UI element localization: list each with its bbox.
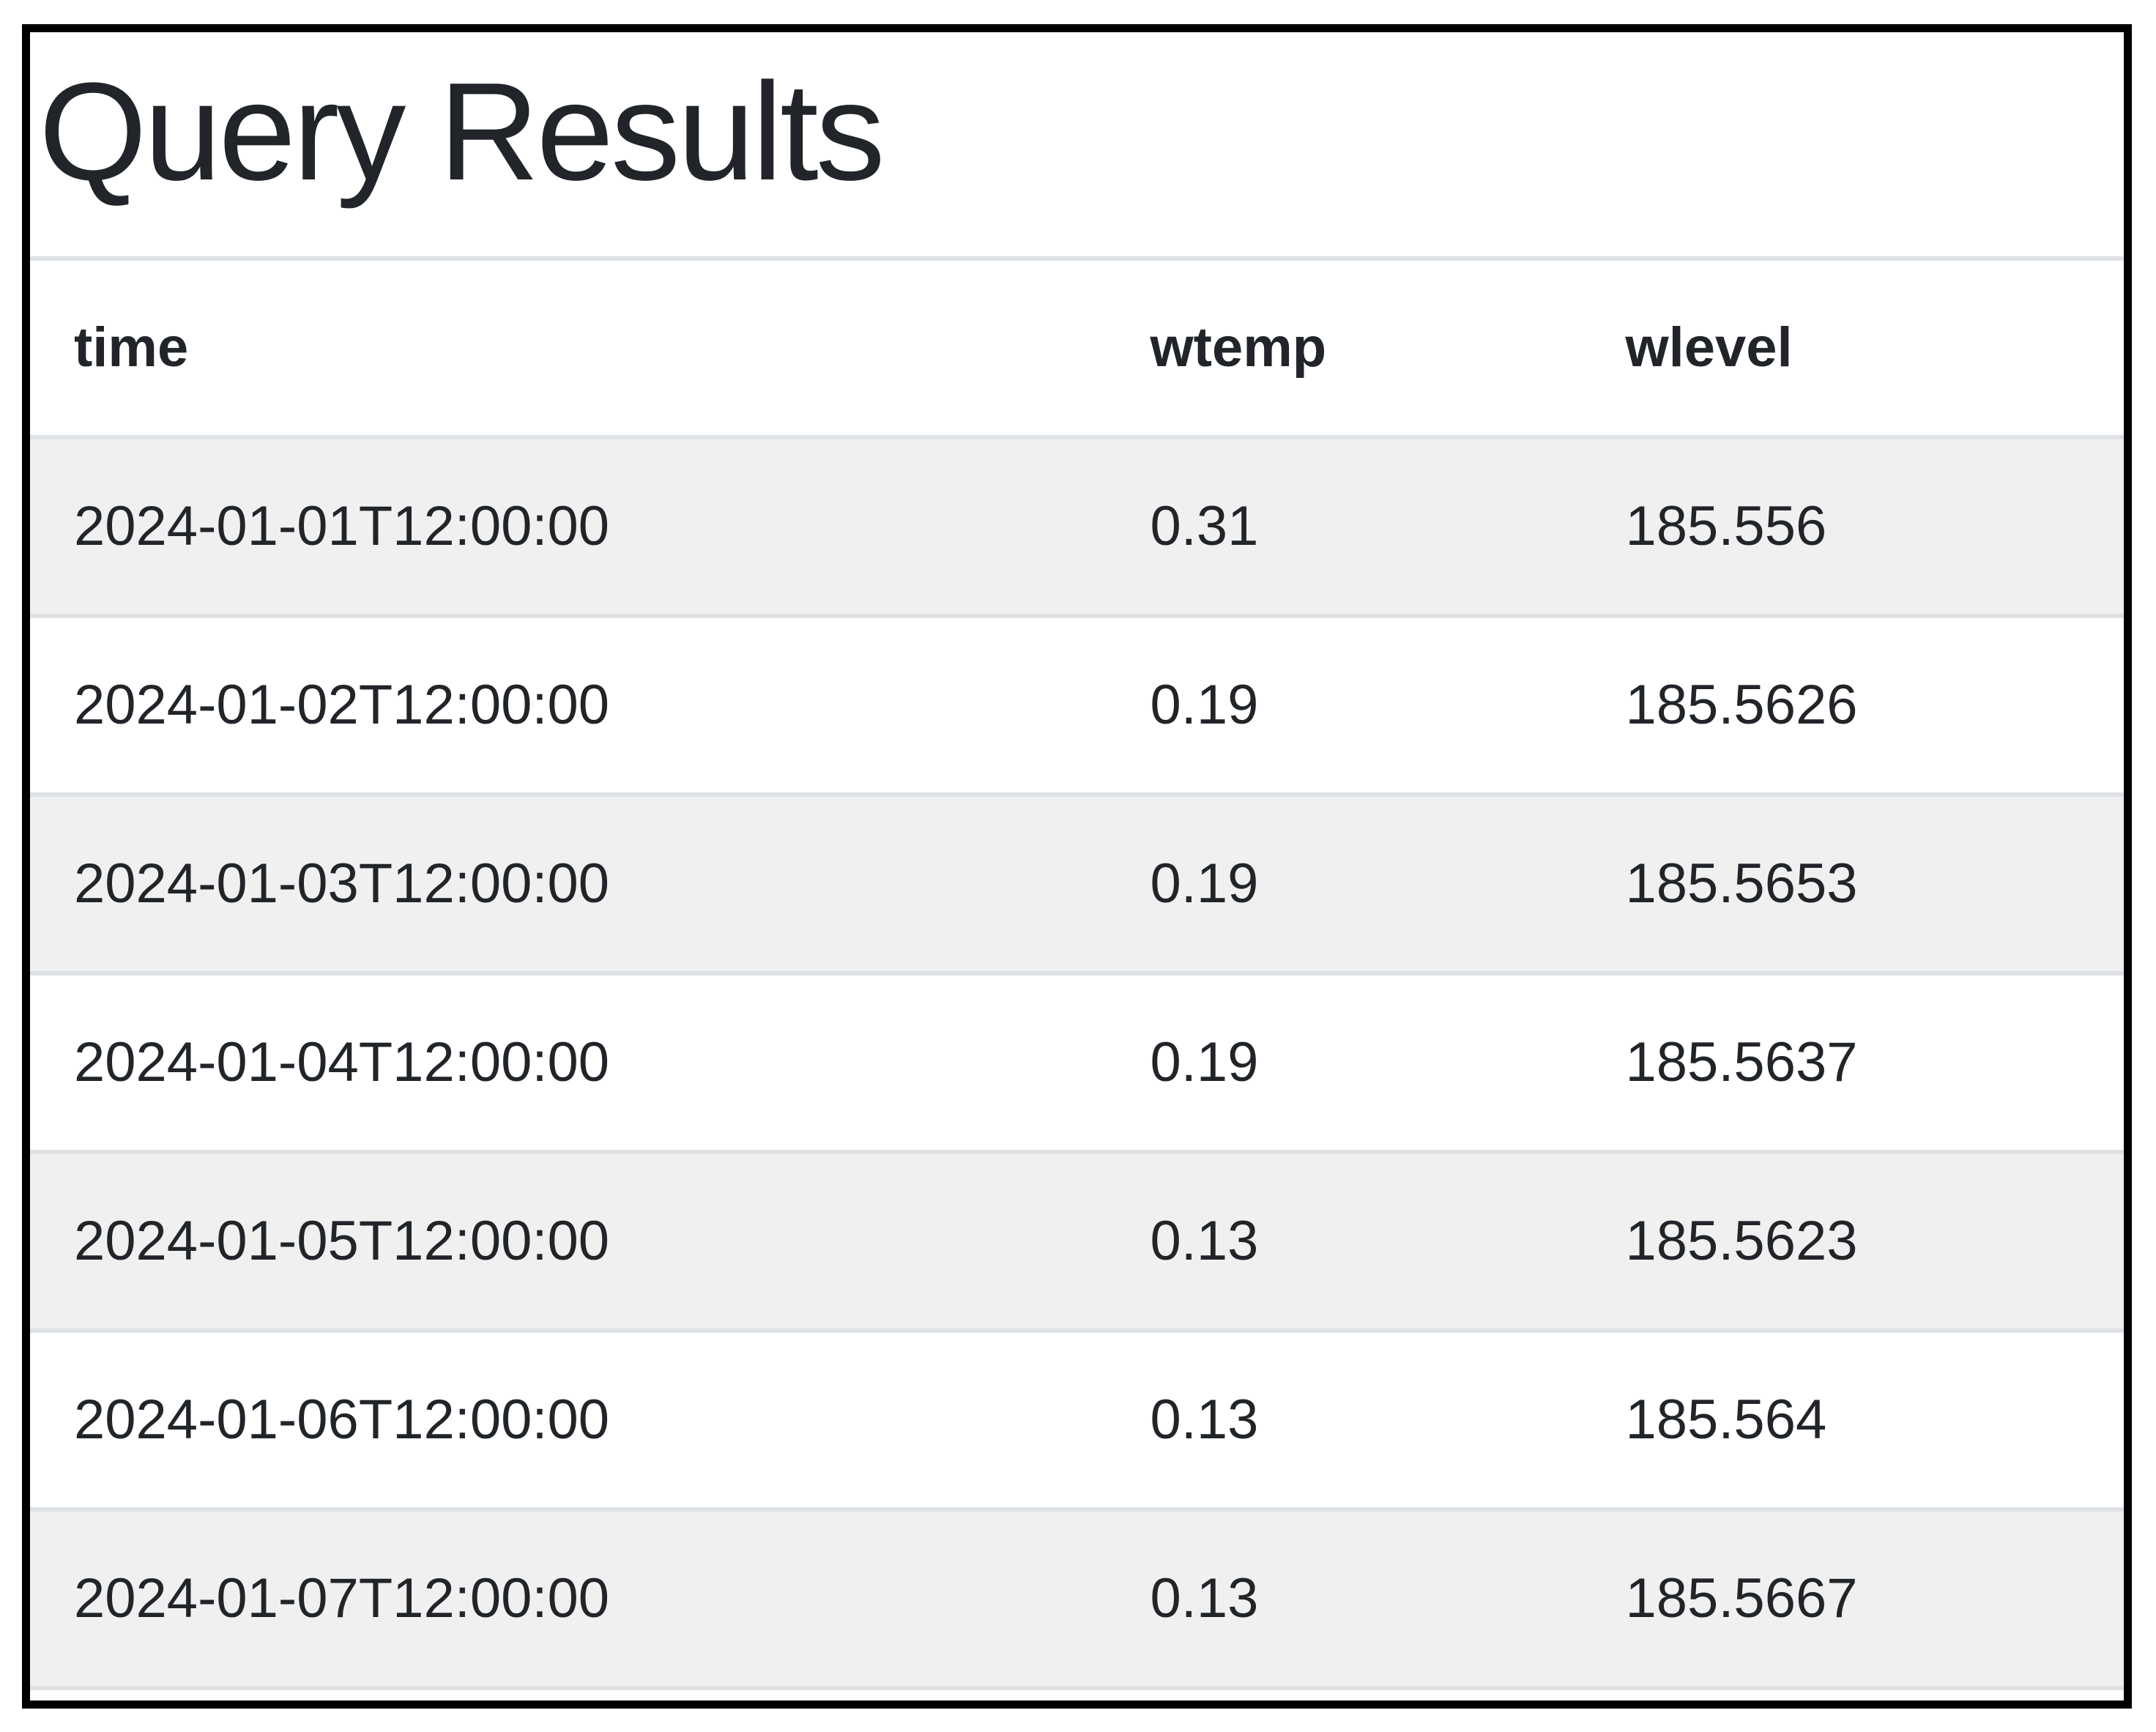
cell-time: 2024-01-04T12:00:00 <box>30 973 1107 1154</box>
table-row: 2024-01-03T12:00:00 0.19 185.5653 <box>30 795 2124 975</box>
cell-time: 2024-01-07T12:00:00 <box>30 1509 1107 1690</box>
cell-wtemp: 0.19 <box>1106 973 1582 1154</box>
table-row: 2024-01-07T12:00:00 0.13 185.5667 <box>30 1509 2124 1690</box>
table-row: 2024-01-05T12:00:00 0.13 185.5623 <box>30 1152 2124 1333</box>
table-row: 2024-01-04T12:00:00 0.19 185.5637 <box>30 973 2124 1154</box>
cell-wlevel: 185.556 <box>1581 437 2124 618</box>
column-header-wtemp: wtemp <box>1106 256 1582 439</box>
cell-wlevel: 185.5623 <box>1581 1152 2124 1333</box>
cell-time: 2024-01-03T12:00:00 <box>30 795 1107 975</box>
cell-wlevel: 185.5653 <box>1581 795 2124 975</box>
table-row: 2024-01-01T12:00:00 0.31 185.556 <box>30 437 2124 618</box>
cell-wtemp: 0.13 <box>1106 1331 1582 1512</box>
header-row: time wtemp wlevel <box>30 256 2124 439</box>
column-header-time: time <box>30 256 1107 439</box>
cell-time: 2024-01-05T12:00:00 <box>30 1152 1107 1333</box>
results-table: time wtemp wlevel 2024-01-01T12:00:00 0.… <box>30 256 2124 1690</box>
cell-time: 2024-01-02T12:00:00 <box>30 616 1107 797</box>
cell-wtemp: 0.13 <box>1106 1152 1582 1333</box>
cell-wtemp: 0.19 <box>1106 795 1582 975</box>
page-title: Query Results <box>39 54 885 209</box>
table-header: time wtemp wlevel <box>30 256 2124 439</box>
query-results-panel: Query Results time wtemp wlevel 2024-01-… <box>22 24 2132 1709</box>
table-row: 2024-01-06T12:00:00 0.13 185.564 <box>30 1331 2124 1512</box>
table-row: 2024-01-02T12:00:00 0.19 185.5626 <box>30 616 2124 797</box>
cell-time: 2024-01-01T12:00:00 <box>30 437 1107 618</box>
cell-wlevel: 185.564 <box>1581 1331 2124 1512</box>
cell-time: 2024-01-06T12:00:00 <box>30 1331 1107 1512</box>
cell-wtemp: 0.19 <box>1106 616 1582 797</box>
cell-wtemp: 0.31 <box>1106 437 1582 618</box>
table-body: 2024-01-01T12:00:00 0.31 185.556 2024-01… <box>30 437 2124 1690</box>
column-header-wlevel: wlevel <box>1581 256 2124 439</box>
cell-wlevel: 185.5637 <box>1581 973 2124 1154</box>
cell-wtemp: 0.13 <box>1106 1509 1582 1690</box>
cell-wlevel: 185.5626 <box>1581 616 2124 797</box>
cell-wlevel: 185.5667 <box>1581 1509 2124 1690</box>
